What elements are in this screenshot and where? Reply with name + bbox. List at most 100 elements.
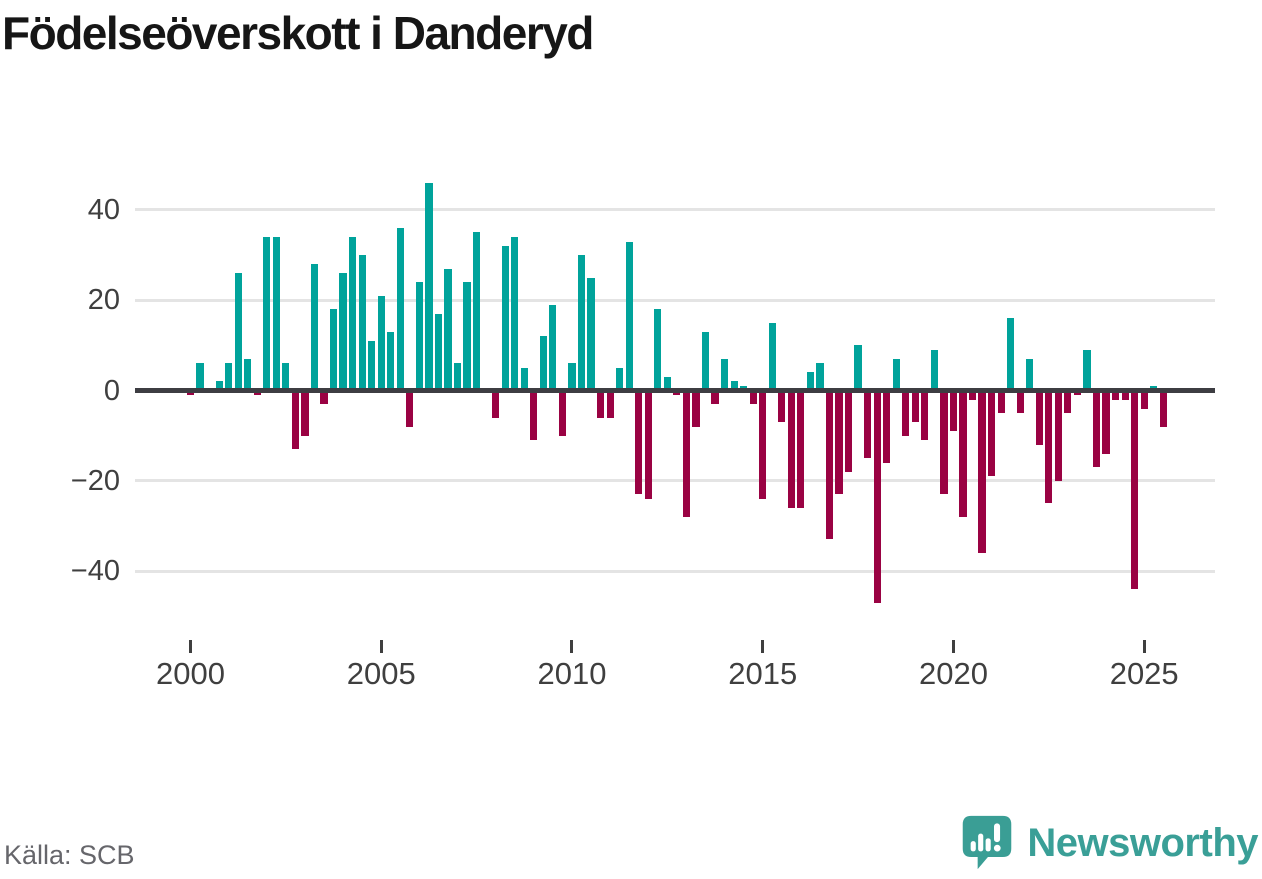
- bar-2017Q2: [844, 390, 853, 472]
- x-axis-label-2025: 2025: [1109, 656, 1179, 691]
- bar-2020Q3: [968, 390, 977, 400]
- bar-2013Q4: [711, 390, 719, 405]
- zero-axis-line: [135, 388, 1215, 393]
- bar-2011Q3: [625, 241, 633, 391]
- bar-2024Q3: [1121, 390, 1129, 400]
- newsworthy-brand: Newsworthy: [959, 812, 1258, 874]
- bar-2025Q3: [1159, 390, 1167, 427]
- bar-2023Q1: [1064, 390, 1072, 414]
- x-axis-tick-2000: [189, 640, 192, 653]
- bar-2022Q4: [1054, 390, 1062, 481]
- y-axis-label-40: 40: [87, 193, 120, 226]
- bar-2011Q2: [616, 367, 624, 391]
- bar-2018Q4: [902, 390, 910, 436]
- bar-2008Q4: [520, 367, 528, 391]
- bar-2000Q2: [196, 363, 204, 391]
- bar-2001Q1: [225, 363, 233, 391]
- bar-2009Q2: [539, 336, 547, 391]
- bar-2003Q4: [329, 309, 338, 391]
- bar-2015Q3: [778, 390, 786, 423]
- bar-2003Q2: [310, 264, 319, 391]
- bar-2005Q1: [377, 295, 385, 391]
- bar-2016Q2: [806, 372, 814, 391]
- bar-2021Q3: [1007, 318, 1015, 391]
- bar-2009Q1: [530, 390, 538, 441]
- bar-2004Q1: [339, 273, 347, 391]
- bar-2022Q3: [1045, 390, 1053, 504]
- bar-2003Q1: [301, 390, 309, 436]
- bar-2006Q2: [425, 182, 433, 391]
- bar-2012Q2: [654, 309, 662, 391]
- newsworthy-wordmark: Newsworthy: [1027, 820, 1258, 865]
- bar-2005Q4: [406, 390, 414, 427]
- bar-2002Q2: [272, 236, 280, 391]
- bar-2000Q4: [215, 381, 223, 391]
- chart-title: Födelseöverskott i Danderyd: [2, 7, 594, 59]
- bar-2010Q1: [568, 363, 576, 391]
- gridline-20: [135, 298, 1215, 302]
- bar-2004Q3: [358, 255, 366, 391]
- bar-2002Q3: [282, 363, 290, 391]
- gridline-40: [135, 208, 1215, 212]
- bar-2021Q4: [1016, 390, 1024, 414]
- bar-2016Q4: [825, 390, 834, 540]
- bar-2022Q2: [1035, 390, 1043, 445]
- bar-2021Q1: [988, 390, 996, 477]
- bar-2013Q1: [682, 390, 690, 517]
- bar-2009Q3: [549, 304, 557, 391]
- bar-2020Q1: [949, 390, 958, 432]
- bar-2014Q4: [749, 390, 757, 405]
- x-axis-tick-2010: [570, 640, 574, 653]
- bar-2024Q2: [1111, 390, 1120, 400]
- bar-2003Q3: [320, 390, 328, 405]
- bar-2005Q2: [387, 331, 395, 391]
- bar-2018Q2: [883, 390, 891, 463]
- bar-2008Q3: [511, 236, 519, 391]
- bar-2025Q1: [1140, 390, 1148, 409]
- y-axis-label--40: −40: [70, 555, 120, 588]
- bar-2018Q1: [873, 390, 881, 603]
- bar-2007Q2: [463, 282, 471, 391]
- bar-2006Q1: [415, 282, 423, 391]
- bar-2017Q1: [835, 390, 843, 495]
- bar-2010Q3: [587, 277, 595, 391]
- y-axis-label-20: 20: [87, 284, 120, 317]
- bar-2002Q4: [291, 390, 299, 450]
- bar-2022Q1: [1026, 358, 1034, 391]
- bar-2015Q4: [787, 390, 795, 508]
- x-axis-label-2000: 2000: [156, 656, 225, 691]
- bar-2019Q3: [930, 349, 938, 391]
- x-axis-label-2015: 2015: [728, 656, 798, 691]
- bar-2014Q1: [720, 358, 729, 391]
- bar-2015Q2: [768, 322, 776, 391]
- bar-2008Q1: [492, 390, 500, 418]
- x-axis-label-2020: 2020: [918, 656, 988, 691]
- source-label: Källa: SCB: [4, 840, 135, 870]
- bar-2009Q4: [558, 390, 567, 436]
- bar-2010Q2: [577, 255, 586, 391]
- x-axis-label-2005: 2005: [346, 656, 416, 691]
- bar-2007Q3: [473, 232, 481, 391]
- bar-2012Q1: [644, 390, 652, 499]
- bar-2006Q4: [444, 268, 452, 391]
- newsworthy-logo-icon: [963, 815, 1012, 870]
- bar-2013Q3: [701, 331, 710, 391]
- x-axis-tick-2020: [951, 640, 955, 653]
- bar-2004Q4: [368, 340, 376, 391]
- bar-2011Q1: [606, 390, 614, 418]
- bar-2005Q3: [396, 227, 404, 391]
- bar-2021Q2: [997, 390, 1005, 414]
- bar-2016Q3: [816, 363, 824, 391]
- bar-2023Q3: [1083, 349, 1091, 391]
- bar-2012Q3: [663, 376, 671, 391]
- bar-2006Q3: [434, 313, 443, 391]
- x-axis-label-2010: 2010: [537, 656, 607, 691]
- bar-2018Q3: [892, 358, 900, 391]
- x-axis-tick-2005: [379, 640, 383, 653]
- bar-2001Q3: [244, 358, 252, 391]
- gridline--20: [135, 479, 1215, 483]
- bar-2024Q4: [1131, 390, 1139, 590]
- bar-2013Q2: [692, 390, 700, 427]
- bar-2010Q4: [596, 390, 605, 418]
